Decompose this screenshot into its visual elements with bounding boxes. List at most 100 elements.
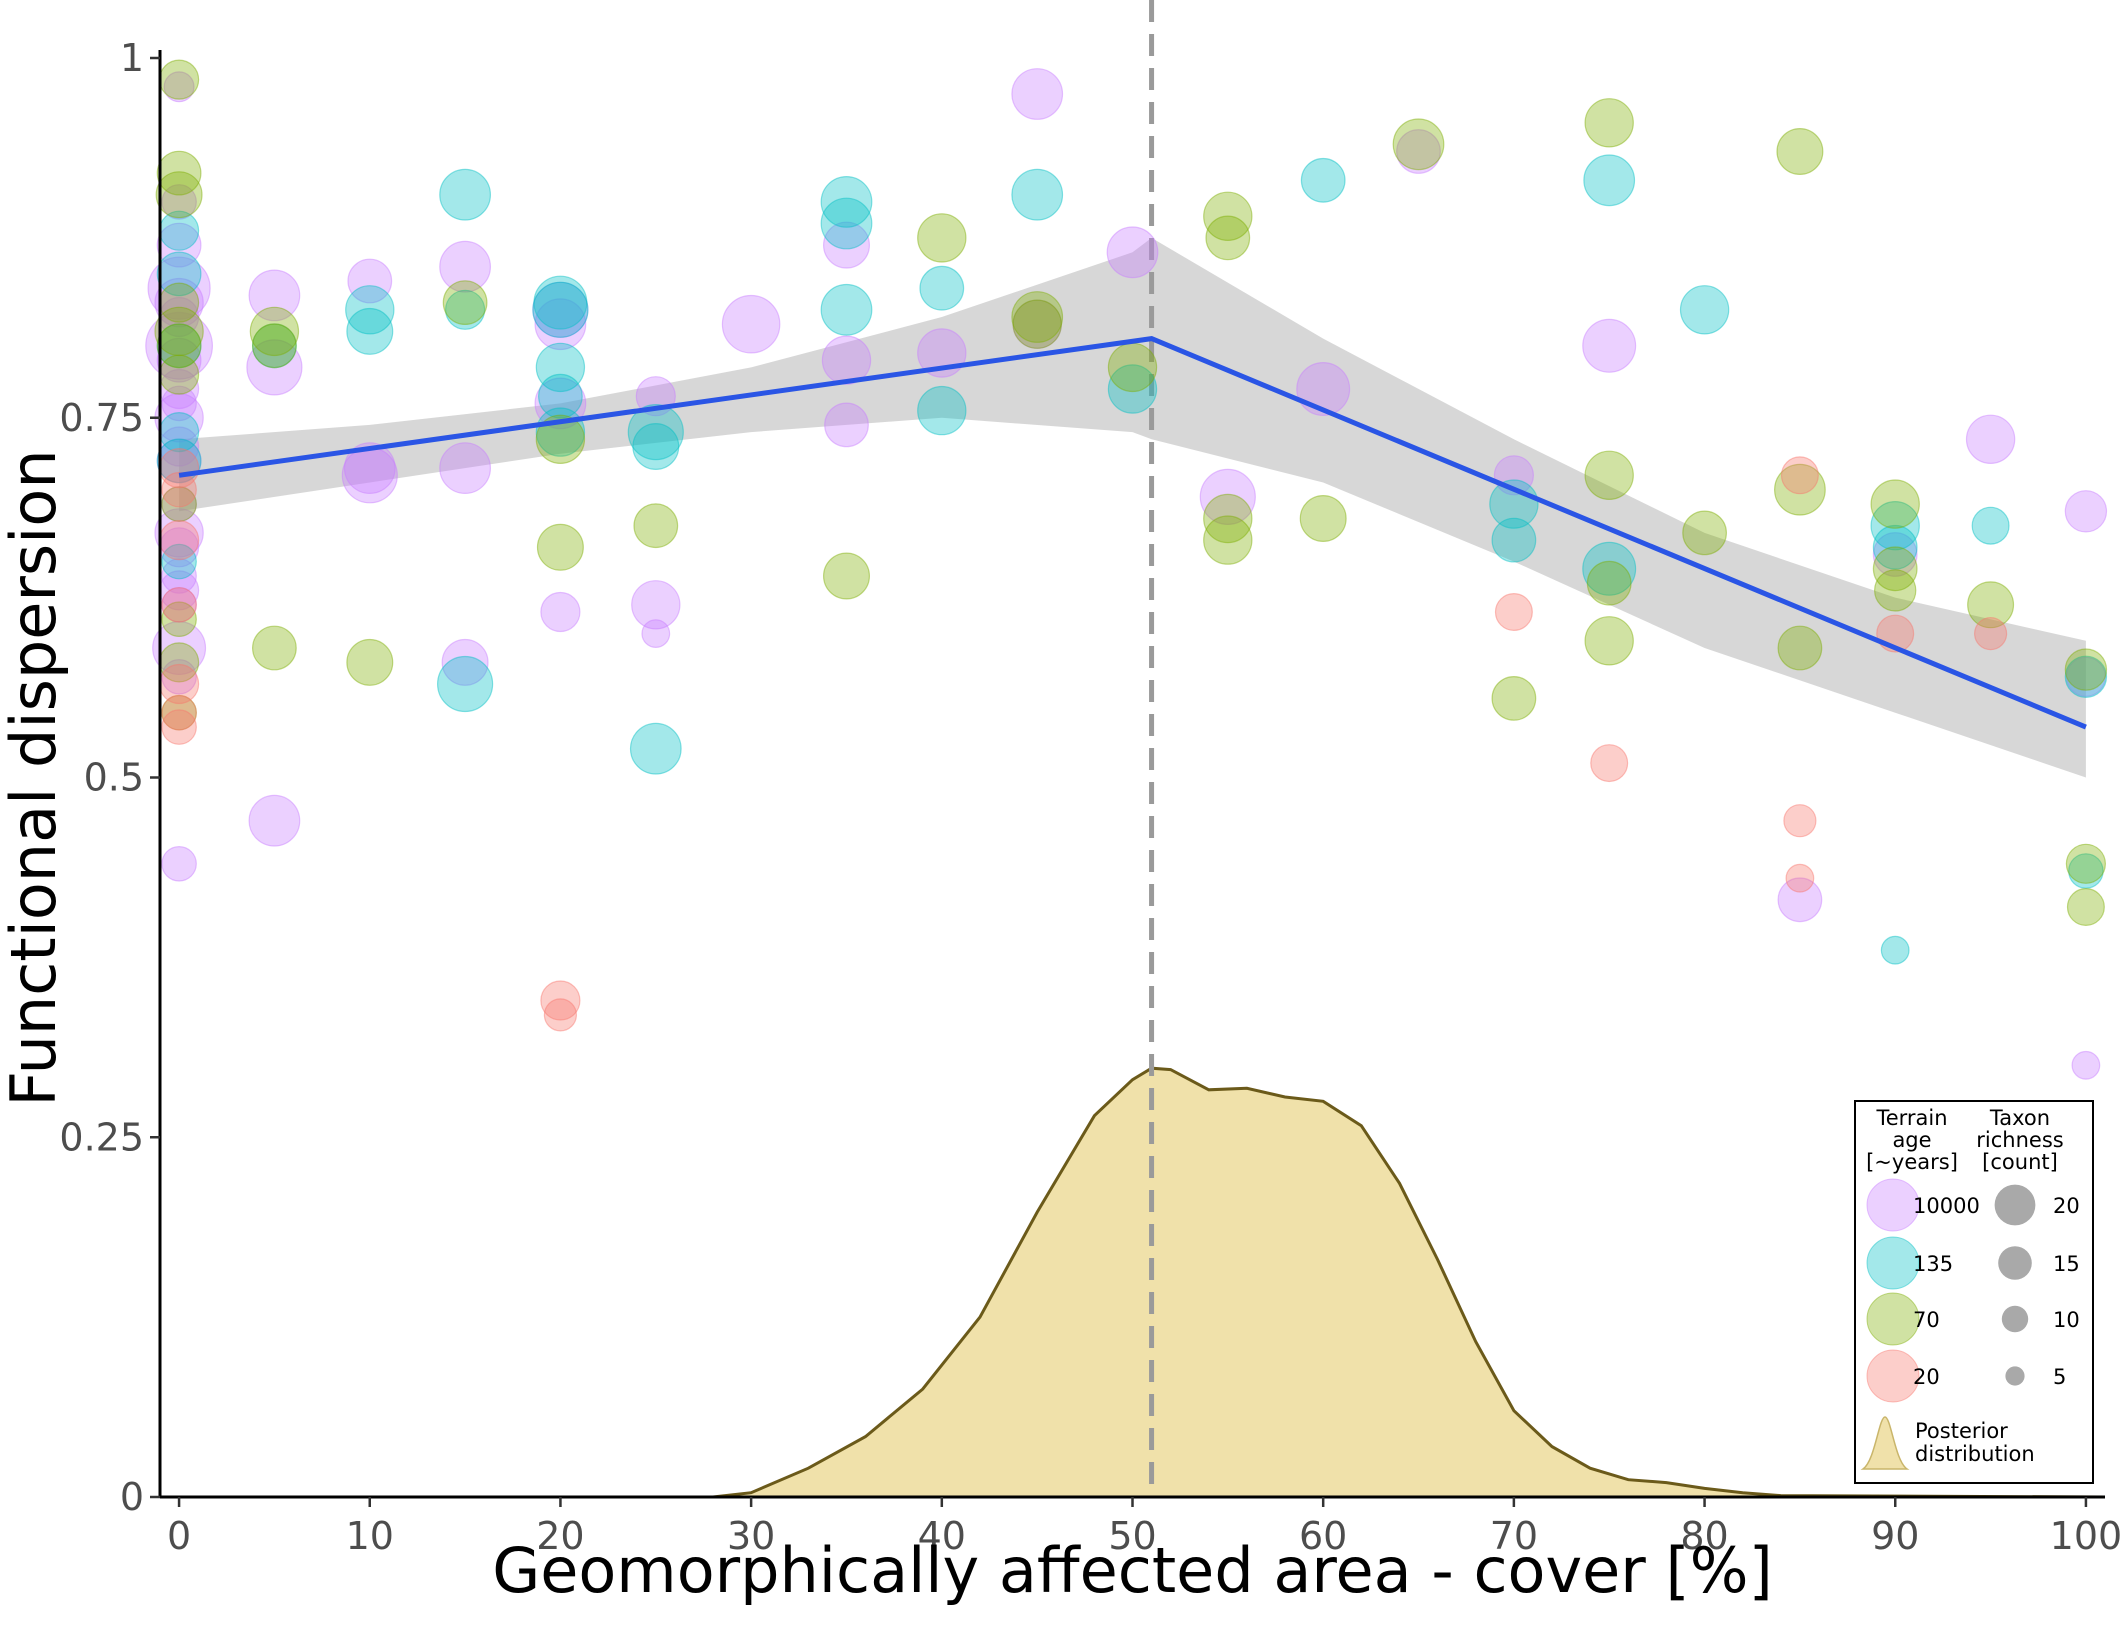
data-point <box>1965 414 2016 464</box>
data-point <box>820 283 873 336</box>
data-point <box>2064 655 2108 699</box>
data-point <box>343 442 396 495</box>
data-point <box>159 354 200 395</box>
legend-richness-label: 5 <box>2053 1365 2066 1389</box>
data-point <box>543 998 578 1032</box>
confidence-band <box>179 237 2086 778</box>
x-tick-label: 20 <box>536 1514 584 1558</box>
y-tick-label: 0 <box>120 1475 144 1519</box>
data-point <box>251 625 297 671</box>
y-tick-label: 0.25 <box>59 1115 144 1159</box>
legend-age-label: 70 <box>1913 1308 1940 1332</box>
data-point <box>1011 68 1064 120</box>
data-point <box>154 277 204 328</box>
data-point <box>1776 128 1824 176</box>
data-point <box>1586 560 1632 606</box>
posterior-distribution <box>160 1066 2106 1499</box>
series-20 <box>159 448 2008 1032</box>
data-point <box>1785 863 1815 893</box>
data-point <box>1777 877 1823 923</box>
data-point <box>1299 495 1347 543</box>
data-point <box>2071 1050 2101 1080</box>
data-point <box>248 269 301 322</box>
data-point <box>442 280 488 326</box>
legend-richness-label: 20 <box>2053 1194 2080 1218</box>
data-point <box>439 240 492 293</box>
legend-age-label: 135 <box>1913 1252 1953 1276</box>
data-point <box>441 638 489 686</box>
legend-richness-title: Taxon <box>1989 1106 2050 1130</box>
data-point <box>161 694 197 731</box>
data-point <box>532 281 589 338</box>
data-point <box>251 323 297 369</box>
data-point <box>1590 744 1629 783</box>
legend-richness-swatch <box>2005 1366 2025 1386</box>
legend-posterior-label: distribution <box>1915 1442 2035 1466</box>
data-point <box>538 373 583 419</box>
data-point <box>1973 616 2008 651</box>
data-point <box>1870 501 1920 551</box>
data-point <box>156 323 202 369</box>
x-tick-label: 40 <box>918 1514 966 1558</box>
data-point <box>249 306 300 357</box>
data-point <box>1392 118 1445 171</box>
legend-age-title: Terrain <box>1875 1106 1947 1130</box>
legend-box <box>1854 1100 2094 1484</box>
data-point <box>163 71 195 103</box>
data-point <box>822 552 870 600</box>
data-point <box>156 150 202 196</box>
data-point <box>439 168 492 221</box>
data-point <box>532 281 589 338</box>
data-point <box>159 59 200 100</box>
data-point <box>1012 299 1062 349</box>
data-point <box>1873 569 1917 612</box>
data-point <box>2065 843 2106 884</box>
data-point <box>1491 517 1537 563</box>
data-point <box>346 638 394 686</box>
data-point <box>629 722 682 775</box>
data-point <box>2068 853 2104 889</box>
data-point <box>1012 299 1062 349</box>
y-tick-label: 1 <box>120 36 144 80</box>
data-point <box>535 414 586 464</box>
data-point <box>1682 510 1727 556</box>
data-point <box>1203 191 1253 241</box>
data-point <box>161 471 197 508</box>
data-point <box>1880 935 1910 965</box>
legend-richness-label: 10 <box>2053 1308 2080 1332</box>
data-point <box>1396 129 1441 174</box>
data-point <box>161 486 197 522</box>
data-point <box>1583 154 1636 207</box>
data-point <box>633 503 679 549</box>
data-point <box>535 342 586 393</box>
legend-richness-title: richness <box>1976 1128 2063 1152</box>
data-point <box>631 580 681 630</box>
legend-age-swatch <box>1866 1292 1920 1346</box>
data-point <box>822 221 870 269</box>
data-point <box>145 311 214 380</box>
data-point <box>1582 541 1637 596</box>
data-point <box>919 265 965 311</box>
data-point <box>1494 592 1533 631</box>
x-tick-label: 50 <box>1108 1514 1156 1558</box>
data-point <box>248 794 301 847</box>
x-axis-title: Geomorphically affected area - cover [%] <box>492 1534 1773 1607</box>
data-point <box>345 285 395 335</box>
fit-line-layer <box>178 336 2087 730</box>
data-point <box>641 619 671 648</box>
data-point <box>534 298 587 351</box>
x-tick-label: 0 <box>167 1514 191 1558</box>
data-point <box>917 385 967 436</box>
series-10000 <box>145 68 2108 1080</box>
data-point <box>1783 804 1817 838</box>
confidence-band-layer <box>179 237 2086 778</box>
legend-age-swatch <box>1866 1236 1920 1290</box>
y-tick-label: 0.75 <box>59 396 144 440</box>
data-point <box>917 213 967 263</box>
data-point <box>820 197 873 250</box>
data-point <box>627 404 684 461</box>
data-point <box>439 442 492 495</box>
x-tick-label: 30 <box>727 1514 775 1558</box>
